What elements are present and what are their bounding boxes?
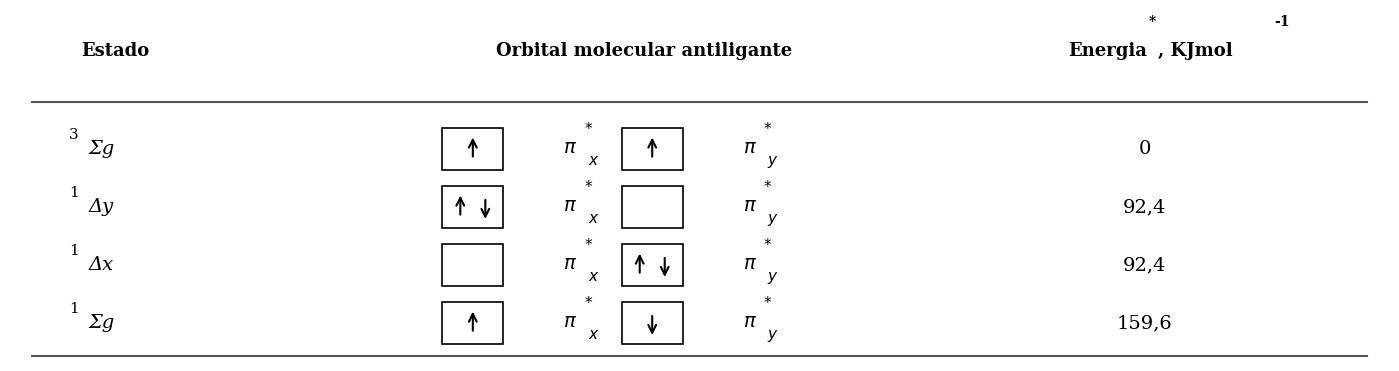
- Text: $\pi$: $\pi$: [564, 138, 578, 157]
- Text: x: x: [588, 152, 597, 168]
- Text: *: *: [764, 122, 771, 137]
- Text: y: y: [767, 152, 776, 168]
- Bar: [442, 244, 504, 286]
- Bar: [442, 302, 504, 344]
- Text: , KJmol: , KJmol: [1158, 42, 1233, 60]
- Text: 159,6: 159,6: [1116, 314, 1172, 332]
- Text: *: *: [1149, 15, 1156, 29]
- Text: 92,4: 92,4: [1123, 198, 1167, 216]
- Bar: [621, 244, 683, 286]
- Text: x: x: [588, 211, 597, 226]
- Text: y: y: [767, 211, 776, 226]
- Text: *: *: [764, 180, 771, 195]
- Text: 1: 1: [69, 302, 78, 316]
- Text: 1: 1: [69, 244, 78, 258]
- Text: 3: 3: [69, 128, 78, 142]
- Text: 0: 0: [1139, 140, 1151, 158]
- Text: 1: 1: [69, 186, 78, 200]
- Bar: [442, 186, 504, 228]
- Text: 92,4: 92,4: [1123, 256, 1167, 274]
- Text: x: x: [588, 269, 597, 284]
- Text: Energia: Energia: [1067, 42, 1147, 60]
- Text: x: x: [588, 327, 597, 342]
- Bar: [621, 302, 683, 344]
- Text: $\pi$: $\pi$: [564, 254, 578, 273]
- Bar: [621, 186, 683, 228]
- Text: Orbital molecular antiligante: Orbital molecular antiligante: [495, 42, 792, 60]
- Text: Δx: Δx: [90, 256, 115, 274]
- Text: *: *: [585, 238, 592, 253]
- Text: $\pi$: $\pi$: [743, 254, 757, 273]
- Text: *: *: [585, 296, 592, 311]
- Text: *: *: [585, 180, 592, 195]
- Text: Δy: Δy: [90, 198, 115, 216]
- Bar: [621, 128, 683, 170]
- Text: $\pi$: $\pi$: [743, 196, 757, 215]
- Text: *: *: [585, 122, 592, 137]
- Text: $\pi$: $\pi$: [564, 196, 578, 215]
- Text: Σg: Σg: [88, 314, 115, 332]
- Text: $\pi$: $\pi$: [564, 312, 578, 331]
- Text: Σg: Σg: [88, 140, 115, 158]
- Text: $\pi$: $\pi$: [743, 312, 757, 331]
- Text: -1: -1: [1274, 15, 1290, 29]
- Text: $\pi$: $\pi$: [743, 138, 757, 157]
- Text: y: y: [767, 269, 776, 284]
- Text: *: *: [764, 296, 771, 311]
- Text: y: y: [767, 327, 776, 342]
- Text: Estado: Estado: [81, 42, 150, 60]
- Bar: [442, 128, 504, 170]
- Text: *: *: [764, 238, 771, 253]
